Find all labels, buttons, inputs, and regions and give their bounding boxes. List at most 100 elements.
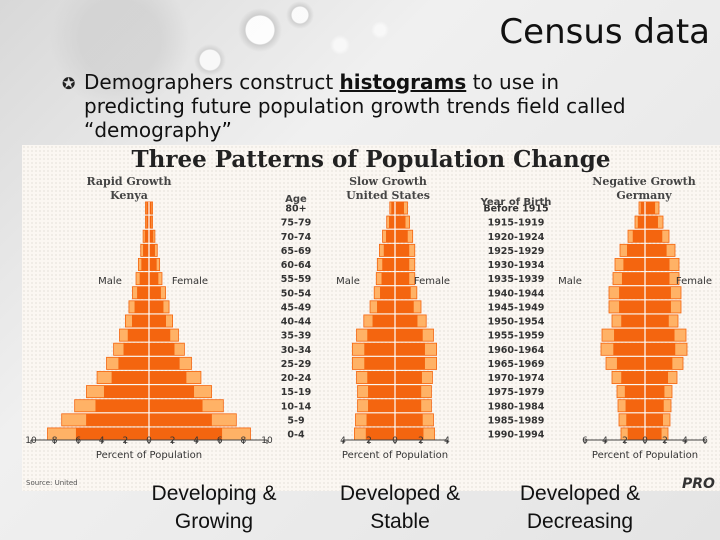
x-tick-label-1-0: 4 — [340, 436, 346, 446]
age-label-10: 30-34 — [281, 345, 312, 356]
pro-logo-text: PRO — [682, 476, 715, 491]
pyramid-heading-2: Negative Growth — [592, 175, 695, 188]
age-label-1: 75-79 — [281, 218, 311, 229]
birth-label-14: 1985-1989 — [488, 415, 545, 426]
pyramid-country-1: United States — [346, 189, 430, 202]
bar-female-shade-0-11 — [149, 357, 180, 370]
birth-label-12: 1975-1979 — [488, 387, 545, 398]
bar-female-shade-2-7 — [645, 300, 671, 313]
bullet-keyword: histograms — [339, 70, 467, 94]
x-tick-label-0-10: 10 — [261, 436, 273, 446]
age-label-9: 35-39 — [281, 331, 311, 342]
bar-male-shade-1-10 — [364, 343, 395, 356]
x-tick-label-0-7: 4 — [193, 436, 199, 446]
bar-male-shade-0-15 — [86, 413, 149, 426]
x-axis-label-1: Percent of Population — [342, 450, 448, 461]
bar-male-shade-1-6 — [380, 286, 395, 299]
bar-male-shade-1-13 — [368, 385, 395, 398]
bar-female-shade-2-5 — [645, 272, 670, 285]
bar-female-shade-0-8 — [149, 314, 166, 328]
bar-male-shade-1-2 — [386, 230, 395, 243]
bar-male-shade-2-16 — [627, 427, 645, 441]
bar-female-shade-0-2 — [149, 230, 154, 243]
x-tick-label-0-1: 8 — [52, 436, 58, 446]
bar-male-shade-0-0 — [146, 201, 149, 215]
age-label-14: 10-14 — [281, 401, 312, 412]
bar-female-shade-1-14 — [395, 399, 422, 412]
x-tick-label-2-0: 6 — [582, 436, 588, 446]
x-tick-label-2-2: 2 — [622, 436, 628, 446]
bar-female-shade-2-3 — [645, 244, 667, 257]
bar-female-shade-1-6 — [395, 286, 411, 299]
side-label-female-1: Female — [414, 276, 450, 287]
bar-male-shade-0-2 — [144, 230, 149, 243]
bar-female-shade-0-15 — [149, 413, 212, 426]
bar-female-shade-1-3 — [395, 244, 410, 257]
bar-male-shade-2-13 — [624, 385, 645, 398]
birth-label-2: 1925-1929 — [488, 246, 545, 257]
bar-male-shade-2-5 — [621, 272, 645, 285]
bar-male-shade-1-4 — [382, 258, 395, 271]
age-label-13: 15-19 — [281, 387, 311, 398]
bar-male-shade-0-6 — [137, 286, 149, 299]
bar-male-shade-0-3 — [143, 244, 149, 257]
age-label-5: 55-59 — [281, 274, 311, 285]
birth-label-9: 1960-1964 — [488, 345, 545, 356]
bar-male-shade-2-4 — [623, 258, 645, 271]
x-axis-label-0: Percent of Population — [96, 450, 202, 461]
bar-female-shade-1-10 — [395, 343, 425, 356]
bar-female-shade-1-1 — [395, 216, 406, 229]
bar-male-shade-1-16 — [365, 427, 395, 441]
age-label-12: 20-24 — [281, 373, 312, 384]
age-label-15: 5-9 — [287, 415, 304, 426]
bullet-text-start: Demographers construct — [84, 70, 340, 94]
bar-male-shade-2-0 — [640, 201, 645, 215]
bar-male-shade-0-14 — [95, 399, 149, 412]
bar-male-shade-0-1 — [146, 216, 149, 229]
bar-male-shade-2-2 — [632, 230, 645, 243]
bar-female-shade-1-0 — [395, 201, 404, 215]
bar-female-shade-2-13 — [645, 385, 665, 398]
bar-male-shade-2-11 — [616, 357, 645, 370]
x-tick-label-0-2: 6 — [75, 436, 81, 446]
bar-female-shade-1-8 — [395, 314, 418, 328]
x-tick-label-1-4: 4 — [444, 436, 450, 446]
bar-male-shade-1-1 — [389, 216, 395, 229]
bar-female-shade-0-7 — [149, 300, 164, 313]
caption-developed-decreasing: Developed & Decreasing — [519, 482, 641, 533]
bar-female-shade-2-16 — [645, 427, 662, 441]
x-tick-label-0-9: 8 — [241, 436, 247, 446]
x-tick-label-2-4: 2 — [662, 436, 668, 446]
birth-label-6: 1945-1949 — [488, 302, 545, 313]
bar-female-shade-1-9 — [395, 329, 423, 342]
population-pyramids-chart: Three Patterns of Population Change Rapid… — [25, 146, 715, 491]
birth-label-3: 1930-1934 — [488, 260, 545, 271]
x-tick-label-1-2: 0 — [392, 436, 398, 446]
bar-male-shade-2-8 — [621, 314, 645, 328]
bar-female-shade-0-3 — [149, 244, 155, 257]
bullet-text-end: to use in predicting future population g… — [84, 70, 626, 142]
pyramid-heading-1: Slow Growth — [349, 175, 427, 188]
chart-title: Three Patterns of Population Change — [132, 146, 611, 173]
x-tick-label-2-3: 0 — [642, 436, 648, 446]
birth-label-15: 1990-1994 — [488, 430, 545, 441]
bar-female-shade-0-4 — [149, 258, 157, 271]
bar-female-shade-2-11 — [645, 357, 673, 370]
age-label-11: 25-29 — [281, 359, 311, 370]
bar-female-shade-1-16 — [395, 427, 424, 441]
bar-female-shade-0-9 — [149, 329, 171, 342]
side-label-male-1: Male — [336, 276, 360, 287]
bar-male-shade-0-8 — [132, 314, 149, 328]
bar-male-shade-0-5 — [139, 272, 149, 285]
bar-male-shade-1-9 — [367, 329, 395, 342]
bar-male-shade-1-0 — [391, 201, 395, 215]
bar-female-shade-2-10 — [645, 343, 676, 356]
x-tick-label-2-6: 6 — [702, 436, 708, 446]
caption-developing-growing: Developing & Growing — [151, 482, 277, 533]
bar-female-shade-2-9 — [645, 329, 675, 342]
x-tick-label-0-0: 10 — [25, 436, 37, 446]
birth-label-before: Before 1915 — [483, 204, 548, 215]
birth-label-10: 1965-1969 — [488, 359, 545, 370]
bar-female-shade-0-13 — [149, 385, 195, 398]
bar-male-shade-1-14 — [368, 399, 395, 412]
